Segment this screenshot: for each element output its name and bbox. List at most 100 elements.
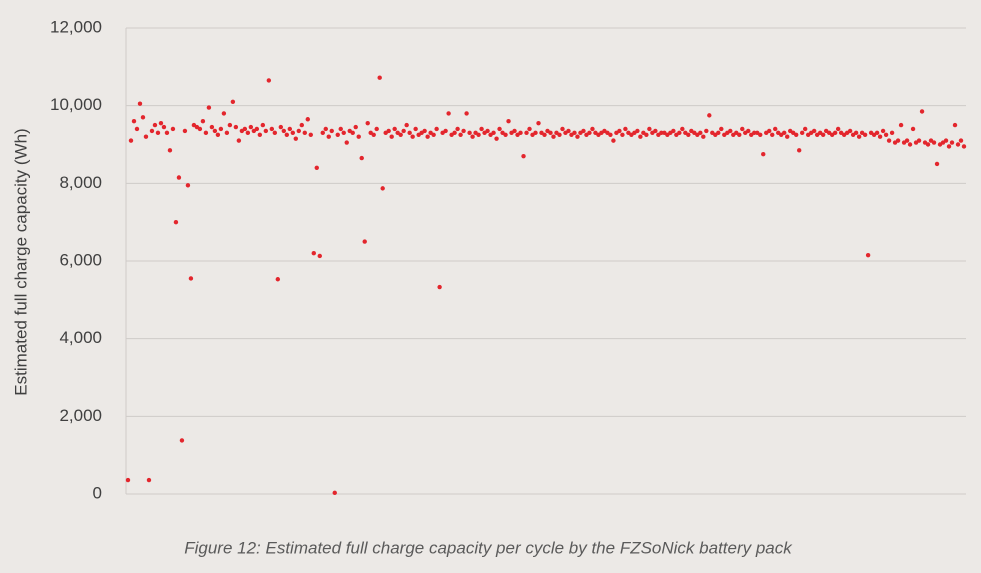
point xyxy=(677,130,682,136)
point xyxy=(245,130,251,136)
y-tick-label: 8,000 xyxy=(59,173,102,192)
point xyxy=(380,186,385,191)
y-axis-label: Estimated full charge capacity (Wh) xyxy=(11,128,30,395)
y-tick-label: 12,000 xyxy=(50,17,102,36)
point xyxy=(257,132,263,137)
point xyxy=(164,130,170,136)
point xyxy=(158,120,164,126)
point xyxy=(560,126,565,132)
point xyxy=(281,128,287,134)
point xyxy=(173,219,179,225)
point xyxy=(796,148,802,153)
point xyxy=(305,117,310,122)
point xyxy=(758,132,763,137)
point xyxy=(137,101,143,106)
point xyxy=(521,153,526,159)
point xyxy=(293,136,298,141)
point xyxy=(266,78,272,83)
point xyxy=(128,138,134,143)
point xyxy=(227,122,233,128)
point xyxy=(943,138,949,143)
point xyxy=(314,165,319,170)
point xyxy=(299,122,304,128)
point xyxy=(811,128,817,134)
point xyxy=(149,128,155,134)
point xyxy=(431,132,436,137)
point xyxy=(176,175,182,180)
point xyxy=(686,132,691,137)
point xyxy=(491,130,496,136)
point xyxy=(197,126,203,132)
point xyxy=(284,132,290,137)
point xyxy=(835,126,841,132)
point xyxy=(362,239,367,244)
point xyxy=(485,128,490,134)
point xyxy=(494,136,499,141)
point xyxy=(949,140,955,145)
y-tick-label: 0 xyxy=(93,483,102,502)
point xyxy=(182,128,188,134)
point xyxy=(275,277,281,282)
point xyxy=(290,130,296,136)
point xyxy=(961,144,967,149)
point xyxy=(413,126,418,132)
point xyxy=(952,122,958,128)
point xyxy=(338,126,343,132)
point xyxy=(638,134,643,139)
point xyxy=(512,128,517,134)
point xyxy=(877,134,883,139)
point xyxy=(611,138,616,143)
point xyxy=(527,126,532,132)
point xyxy=(263,128,269,134)
point xyxy=(329,128,334,134)
point xyxy=(476,132,481,137)
y-tick-label: 10,000 xyxy=(50,95,102,114)
point xyxy=(746,128,751,134)
point xyxy=(904,138,910,143)
point xyxy=(161,124,167,130)
point xyxy=(434,126,439,132)
point xyxy=(740,126,745,132)
point xyxy=(856,134,862,139)
point xyxy=(146,477,152,483)
point xyxy=(566,128,571,134)
point xyxy=(410,134,415,139)
caption: Figure 12: Estimated full charge capacit… xyxy=(184,538,793,557)
point xyxy=(143,134,149,139)
point xyxy=(125,477,131,483)
point xyxy=(503,132,508,137)
point xyxy=(548,130,553,136)
point xyxy=(203,130,209,136)
point xyxy=(218,126,224,132)
point xyxy=(200,119,206,124)
point xyxy=(557,132,562,137)
point xyxy=(506,119,511,124)
point xyxy=(572,130,577,136)
point xyxy=(497,126,502,132)
point xyxy=(344,140,349,145)
point xyxy=(359,155,364,161)
point xyxy=(311,251,316,256)
point xyxy=(653,128,658,134)
point xyxy=(386,128,391,134)
point xyxy=(185,183,191,188)
point xyxy=(170,126,176,132)
point xyxy=(925,142,931,147)
point xyxy=(680,126,685,132)
point xyxy=(224,130,230,136)
point xyxy=(761,152,766,157)
point xyxy=(230,99,236,104)
point xyxy=(479,126,484,132)
point xyxy=(242,126,248,132)
point xyxy=(212,128,218,134)
point xyxy=(671,128,676,134)
y-tick-label: 6,000 xyxy=(59,250,102,269)
point xyxy=(704,128,709,134)
point xyxy=(167,148,173,153)
point xyxy=(407,130,412,136)
point xyxy=(853,130,859,136)
point xyxy=(206,105,212,110)
point xyxy=(320,130,325,136)
point xyxy=(880,128,886,134)
point xyxy=(470,134,475,139)
